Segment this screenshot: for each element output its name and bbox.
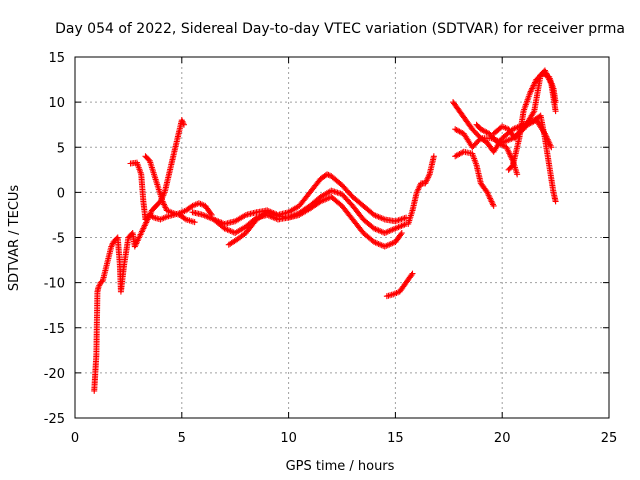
x-tick-label: 10 bbox=[280, 431, 297, 446]
data-point bbox=[181, 215, 188, 222]
data-point bbox=[539, 70, 546, 77]
data-point bbox=[541, 70, 548, 77]
data-point bbox=[325, 171, 332, 178]
data-point bbox=[409, 270, 416, 277]
data-point bbox=[552, 99, 559, 106]
data-point bbox=[191, 219, 198, 226]
y-tick-label: -10 bbox=[44, 277, 65, 292]
data-point bbox=[398, 229, 405, 236]
data-point bbox=[324, 171, 331, 178]
data-point bbox=[490, 202, 497, 209]
data-marks bbox=[91, 67, 559, 394]
x-tick-label: 15 bbox=[387, 431, 404, 446]
y-tick-label: 10 bbox=[48, 96, 65, 111]
data-point bbox=[514, 171, 521, 178]
data-point bbox=[149, 213, 156, 220]
chart-title: Day 054 of 2022, Sidereal Day-to-day VTE… bbox=[55, 21, 625, 37]
series-track-mid-3 bbox=[225, 193, 405, 250]
y-tick-label: -25 bbox=[44, 412, 65, 427]
x-tick-label: 5 bbox=[178, 431, 186, 446]
data-point bbox=[552, 108, 559, 115]
data-point bbox=[430, 153, 437, 160]
grid bbox=[75, 57, 609, 418]
data-point bbox=[180, 121, 187, 128]
data-point bbox=[397, 231, 404, 238]
series-track-early-2 bbox=[127, 159, 215, 223]
y-tick-label: 15 bbox=[48, 51, 65, 66]
series-track-early-3 bbox=[142, 153, 198, 226]
series-track-late-1 bbox=[383, 270, 416, 300]
x-tick-label: 25 bbox=[601, 431, 618, 446]
series-track-late-2 bbox=[405, 153, 437, 227]
series-track-late-8 bbox=[473, 121, 521, 178]
y-tick-label: -20 bbox=[44, 367, 65, 382]
x-tick-label: 0 bbox=[71, 431, 79, 446]
y-axis-label: SDTVAR / TECUs bbox=[7, 185, 22, 292]
axes: 0 5 10 15 20 25 15 10 5 0 -5 -10 -15 -20 -25 bbox=[44, 51, 618, 446]
y-tick-label: 5 bbox=[57, 141, 65, 156]
series-track-early bbox=[91, 117, 187, 394]
y-tick-label: 0 bbox=[57, 186, 65, 201]
y-tick-label: -15 bbox=[44, 322, 65, 337]
data-point bbox=[548, 144, 555, 151]
y-tick-label: -5 bbox=[52, 232, 65, 247]
x-tick-label: 20 bbox=[494, 431, 511, 446]
data-point bbox=[408, 271, 415, 278]
series-track-late-5 bbox=[452, 148, 497, 209]
data-point bbox=[552, 198, 559, 205]
data-point bbox=[542, 71, 549, 78]
x-axis-label: GPS time / hours bbox=[286, 459, 395, 474]
series-track-late-7 bbox=[505, 70, 559, 173]
series-track-mid-1 bbox=[189, 171, 410, 227]
data-point bbox=[543, 72, 550, 79]
